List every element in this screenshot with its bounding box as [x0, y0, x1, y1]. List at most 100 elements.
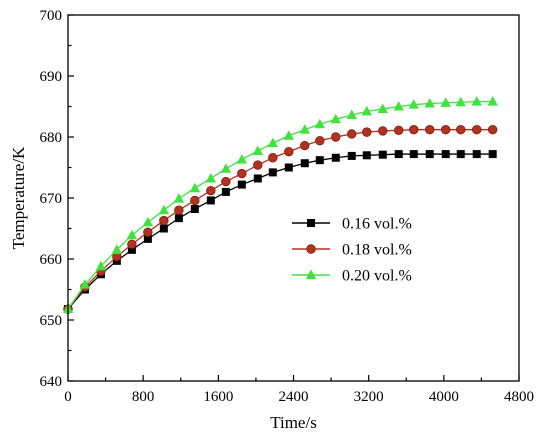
series-1	[64, 150, 497, 314]
x-tick-label: 3200	[354, 389, 384, 405]
data-point	[159, 215, 169, 226]
data-point	[409, 150, 418, 159]
data-point	[300, 159, 309, 168]
legend-marker	[307, 219, 315, 227]
data-point	[314, 118, 326, 129]
data-point	[190, 204, 199, 213]
data-point	[142, 216, 154, 227]
y-tick-label: 650	[40, 313, 63, 329]
x-tick-label: 800	[132, 389, 155, 405]
data-point	[127, 245, 136, 254]
x-tick-label: 4800	[504, 389, 534, 405]
data-point	[283, 130, 295, 140]
legend-marker	[306, 244, 316, 254]
data-point	[471, 96, 482, 106]
data-point	[126, 229, 138, 240]
data-point	[361, 105, 372, 116]
data-point	[488, 150, 497, 159]
x-tick-label: 1600	[203, 389, 233, 405]
data-point	[362, 127, 372, 137]
data-point	[456, 124, 466, 135]
data-point	[284, 146, 294, 157]
data-point	[315, 135, 325, 146]
data-point	[394, 150, 403, 159]
data-point	[267, 137, 279, 148]
data-point	[441, 124, 451, 135]
data-point	[455, 96, 466, 107]
data-point	[253, 160, 263, 170]
data-point	[393, 101, 404, 111]
data-point	[456, 150, 465, 159]
data-point	[253, 174, 262, 183]
ticks-layer: 0 800 1600 2400 3200 4000 4800 640 650 660 670 680 6…	[40, 8, 535, 405]
legend: 0.16 vol.% 0.18 vol.% 0.20 vol.%	[292, 216, 412, 285]
data-point	[425, 150, 434, 159]
data-point	[174, 205, 184, 215]
data-point	[236, 154, 248, 164]
data-point	[315, 156, 324, 165]
data-point	[173, 193, 185, 203]
y-tick-label: 670	[40, 191, 63, 207]
x-tick-label: 0	[64, 389, 72, 405]
data-point	[159, 224, 168, 233]
data-point	[409, 124, 419, 135]
data-point	[189, 182, 201, 193]
data-point	[190, 195, 200, 206]
data-point	[347, 151, 356, 160]
data-point	[284, 163, 293, 172]
series-layer	[62, 96, 498, 314]
data-point	[237, 168, 247, 179]
data-point	[79, 279, 91, 289]
series-line	[67, 129, 493, 310]
data-point	[206, 185, 216, 196]
legend-label: 0.20 vol.%	[342, 268, 412, 285]
data-point	[237, 180, 246, 189]
data-point	[220, 163, 232, 173]
data-point	[95, 260, 107, 271]
legend-marker	[305, 269, 317, 279]
legend-entry: 0.20 vol.%	[292, 268, 412, 285]
data-point	[143, 234, 152, 243]
data-point	[378, 150, 387, 159]
data-point	[408, 99, 419, 109]
data-point	[300, 140, 310, 151]
data-point	[378, 126, 388, 136]
data-point	[394, 125, 404, 135]
data-point	[424, 97, 435, 108]
data-point	[331, 153, 340, 162]
legend-entry: 0.18 vol.%	[292, 242, 412, 259]
data-point	[362, 151, 371, 160]
data-point	[441, 150, 450, 159]
data-point	[440, 97, 451, 107]
data-point	[472, 150, 481, 159]
data-point	[143, 227, 153, 237]
y-tick-label: 680	[40, 130, 63, 146]
data-point	[111, 244, 123, 254]
series-3	[62, 96, 498, 314]
data-point	[425, 124, 435, 135]
y-axis-label: Temperature/K	[9, 146, 28, 249]
x-axis-label: Time/s	[270, 413, 317, 432]
series-line	[67, 153, 493, 310]
data-point	[221, 176, 231, 187]
y-tick-label: 700	[40, 8, 63, 24]
data-point	[252, 145, 263, 156]
x-tick-label: 2400	[279, 389, 309, 405]
data-point	[268, 153, 278, 163]
data-point	[127, 239, 137, 250]
data-point	[206, 196, 215, 205]
data-point	[472, 124, 482, 135]
legend-label: 0.18 vol.%	[342, 242, 412, 259]
legend-entry: 0.16 vol.%	[292, 216, 412, 233]
data-point	[331, 132, 341, 142]
y-tick-label: 690	[40, 69, 63, 85]
data-point	[205, 172, 217, 183]
data-point	[377, 103, 388, 113]
data-point	[174, 214, 183, 223]
x-tick-label: 4000	[429, 389, 459, 405]
data-point	[158, 204, 170, 215]
series-line	[67, 100, 493, 310]
plot-frame	[67, 14, 520, 382]
legend-label: 0.16 vol.%	[342, 216, 412, 233]
